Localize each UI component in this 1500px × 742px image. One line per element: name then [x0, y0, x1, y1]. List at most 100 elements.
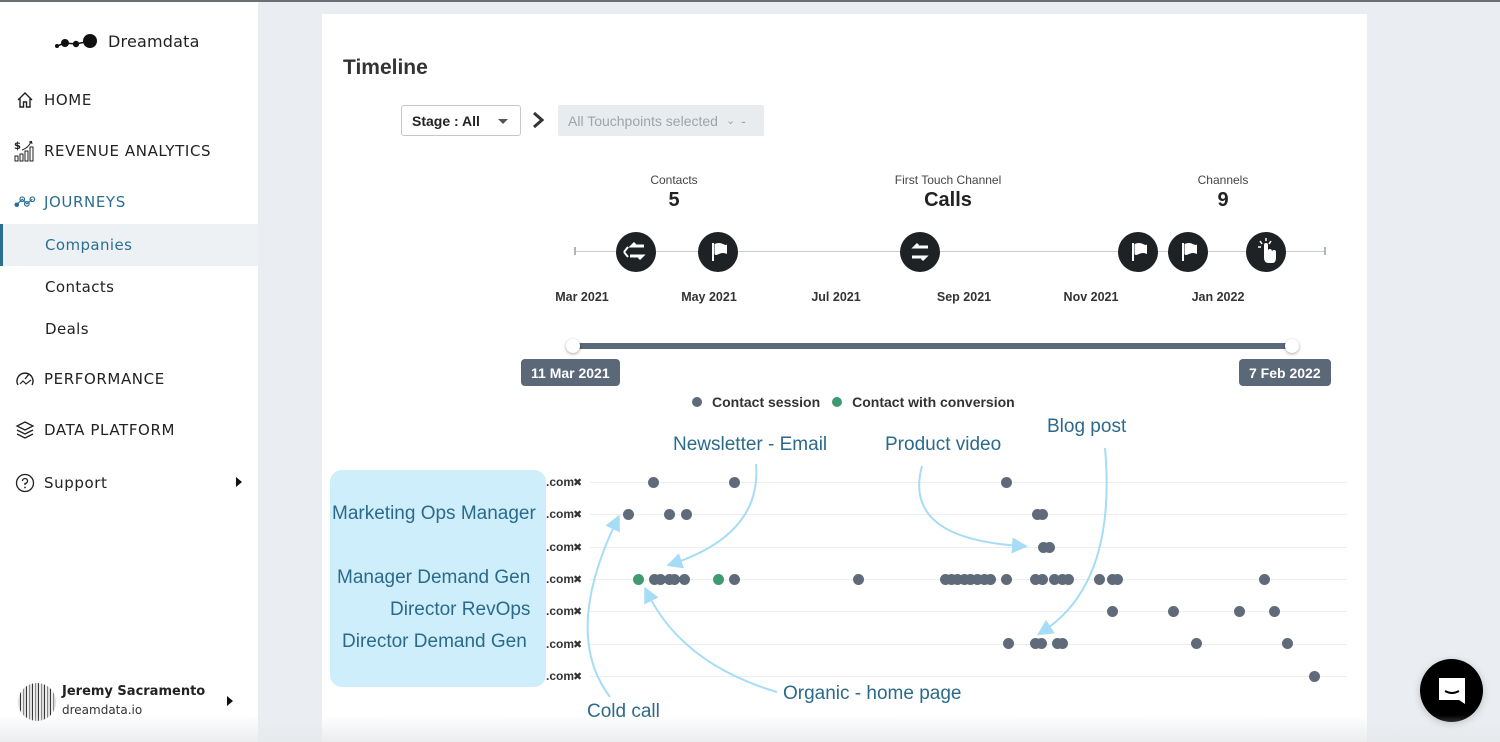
- stage-select-value: Stage : All: [412, 112, 480, 129]
- session-point[interactable]: [985, 574, 996, 585]
- session-point[interactable]: [679, 574, 690, 585]
- session-point[interactable]: [1003, 638, 1014, 649]
- session-point[interactable]: [1030, 638, 1041, 649]
- touchpoints-select[interactable]: All Touchpoints selected ⌄ -: [558, 105, 764, 136]
- timeline-event-call[interactable]: [616, 232, 656, 272]
- row-company-label: .com: [546, 669, 575, 683]
- remove-row-icon[interactable]: ✖: [573, 542, 583, 554]
- timeline-event-flag[interactable]: [1118, 232, 1158, 272]
- role-label: Director RevOps: [390, 599, 531, 620]
- nav-journeys[interactable]: JOURNEYS: [0, 182, 258, 222]
- remove-row-icon[interactable]: ✖: [573, 574, 583, 586]
- timeline-event-flag[interactable]: [1168, 232, 1208, 272]
- timeline-event-click[interactable]: [1246, 232, 1286, 272]
- session-point[interactable]: [853, 574, 864, 585]
- nav-sub-contacts-label: Contacts: [45, 278, 115, 296]
- nav-journeys-label: JOURNEYS: [44, 193, 126, 211]
- stage-select[interactable]: Stage : All: [401, 105, 521, 136]
- user-org: dreamdata.io: [62, 703, 143, 717]
- conversion-point[interactable]: [713, 574, 724, 585]
- nav-sub-deals[interactable]: Deals: [0, 308, 258, 350]
- stat-channels: Channels 9: [1133, 173, 1313, 212]
- nav-performance[interactable]: PERFORMANCE: [0, 359, 258, 399]
- session-point[interactable]: [1309, 671, 1320, 682]
- session-point[interactable]: [959, 574, 970, 585]
- nav-revenue-analytics[interactable]: $ REVENUE ANALYTICS: [0, 131, 258, 171]
- session-point[interactable]: [1191, 638, 1202, 649]
- timeline-event-call[interactable]: [900, 232, 940, 272]
- session-point[interactable]: [729, 574, 740, 585]
- conversion-point[interactable]: [633, 574, 644, 585]
- touchpoints-suffix: -: [741, 112, 746, 129]
- session-point[interactable]: [623, 509, 634, 520]
- remove-row-icon[interactable]: ✖: [573, 606, 583, 618]
- row-company-label: .com: [546, 572, 575, 586]
- annotation-organic-home-page: Organic - home page: [783, 683, 962, 704]
- session-point[interactable]: [681, 509, 692, 520]
- session-point[interactable]: [952, 574, 963, 585]
- session-point[interactable]: [1001, 477, 1012, 488]
- session-point[interactable]: [1063, 574, 1074, 585]
- session-point[interactable]: [648, 477, 659, 488]
- legend-session-label: Contact session: [712, 394, 821, 410]
- row-company-label: .com: [546, 604, 575, 618]
- session-point[interactable]: [669, 574, 680, 585]
- brand-name: Dreamdata: [108, 32, 200, 51]
- caret-right-icon: [236, 477, 242, 487]
- session-point[interactable]: [1044, 542, 1055, 553]
- timeline-event-flag[interactable]: [698, 232, 738, 272]
- session-point[interactable]: [1037, 509, 1048, 520]
- svg-text:$: $: [14, 141, 22, 152]
- remove-row-icon[interactable]: ✖: [573, 639, 583, 651]
- session-point[interactable]: [1057, 638, 1068, 649]
- stat-channels-value: 9: [1217, 189, 1229, 211]
- brand-logo[interactable]: Dreamdata: [54, 32, 200, 51]
- session-point[interactable]: [1269, 606, 1280, 617]
- home-icon: [14, 89, 36, 111]
- session-point[interactable]: [1001, 574, 1012, 585]
- nav-home[interactable]: HOME: [0, 80, 258, 120]
- session-point[interactable]: [972, 574, 983, 585]
- timeline-card: Timeline Stage : All All Touchpoints sel…: [322, 14, 1367, 742]
- timeline-end-tick: [1324, 247, 1326, 255]
- session-point[interactable]: [965, 574, 976, 585]
- session-point[interactable]: [946, 574, 957, 585]
- annotation-blog-post: Blog post: [1047, 416, 1127, 437]
- remove-row-icon[interactable]: ✖: [573, 477, 583, 489]
- session-point[interactable]: [1282, 638, 1293, 649]
- session-point[interactable]: [649, 574, 660, 585]
- nav-data-platform[interactable]: DATA PLATFORM: [0, 410, 258, 450]
- remove-row-icon[interactable]: ✖: [573, 509, 583, 521]
- session-point[interactable]: [979, 574, 990, 585]
- call-icon: [911, 242, 929, 262]
- layers-icon: [14, 419, 36, 441]
- session-point[interactable]: [729, 477, 740, 488]
- session-point[interactable]: [940, 574, 951, 585]
- session-point[interactable]: [664, 509, 675, 520]
- call-icon: [623, 241, 646, 261]
- session-point[interactable]: [1107, 606, 1118, 617]
- remove-row-icon[interactable]: ✖: [573, 671, 583, 683]
- session-point[interactable]: [1036, 638, 1047, 649]
- month-label: Jul 2021: [811, 290, 861, 304]
- conversion-dot-icon: [832, 397, 843, 407]
- session-point[interactable]: [1030, 574, 1041, 585]
- session-point[interactable]: [1037, 574, 1048, 585]
- date-range-end-handle[interactable]: [1285, 339, 1299, 353]
- nav-sub-companies[interactable]: Companies: [0, 224, 258, 266]
- session-dot-icon: [692, 397, 702, 407]
- session-point[interactable]: [1112, 574, 1123, 585]
- session-point[interactable]: [1234, 606, 1245, 617]
- nav-sub-contacts[interactable]: Contacts: [0, 266, 258, 308]
- session-point[interactable]: [1094, 574, 1105, 585]
- chat-launcher-button[interactable]: [1420, 659, 1483, 722]
- session-point[interactable]: [1168, 606, 1179, 617]
- legend-item-conversion[interactable]: Contact with conversion: [832, 394, 1015, 410]
- date-range-start-handle[interactable]: [566, 339, 580, 353]
- session-point[interactable]: [655, 574, 666, 585]
- date-range-track[interactable]: [572, 343, 1292, 349]
- user-menu[interactable]: Jeremy Sacramento dreamdata.io: [0, 677, 258, 727]
- legend-item-session[interactable]: Contact session: [692, 394, 820, 410]
- nav-support[interactable]: Support: [0, 463, 258, 503]
- role-label: Director Demand Gen: [342, 631, 527, 652]
